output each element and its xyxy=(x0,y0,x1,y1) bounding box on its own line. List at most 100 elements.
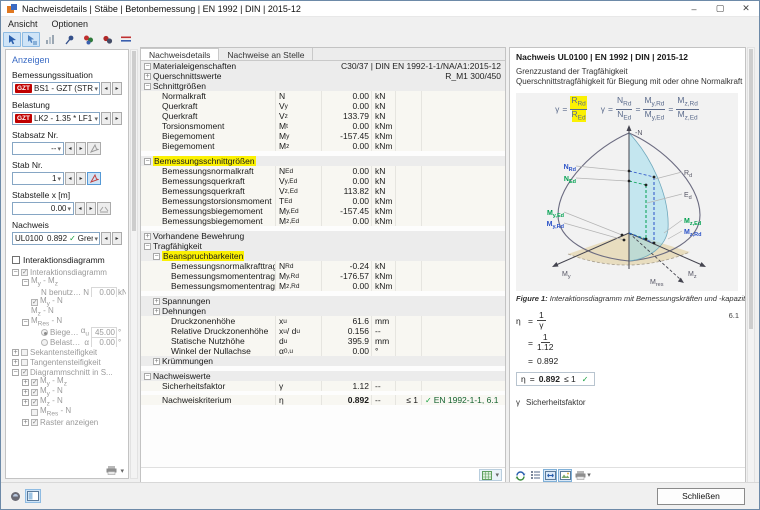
close-icon[interactable]: ✕ xyxy=(742,3,750,13)
table-row[interactable]: Bemessungsmomententragfähigkeit um z-Ach… xyxy=(141,281,505,291)
next-memberset-button[interactable]: ▸ xyxy=(76,142,86,155)
expand-icon[interactable]: − xyxy=(144,157,151,165)
prev-situation-button[interactable]: ◂ xyxy=(101,82,111,95)
tree-value-input[interactable]: 0.00 xyxy=(91,337,117,347)
table-row[interactable]: Bemessungsmomententragfähigkeit um y-Ach… xyxy=(141,271,505,281)
chart-icon[interactable] xyxy=(41,32,59,47)
checkbox-icon[interactable]: ✓ xyxy=(31,398,38,406)
minimize-button[interactable]: – xyxy=(691,3,697,14)
expand-icon[interactable]: − xyxy=(12,268,19,276)
table-group-row[interactable]: + Krümmungen xyxy=(141,356,505,366)
panel-toggle-icon[interactable] xyxy=(25,489,41,503)
layers-icon[interactable] xyxy=(117,32,135,47)
expand-icon[interactable]: − xyxy=(144,242,151,250)
table-row[interactable]: BemessungsnormalkrafttragfähigkeitNRd-0.… xyxy=(141,261,505,271)
tree-item[interactable]: ✓ My - N xyxy=(12,297,126,307)
pick-member-icon[interactable] xyxy=(87,172,101,185)
list-view-icon[interactable] xyxy=(528,469,542,482)
memberset-select[interactable]: -- ▾ xyxy=(12,142,64,155)
tree-value-input[interactable]: 0.00 xyxy=(91,287,117,297)
expand-icon[interactable]: + xyxy=(22,418,29,426)
export-excel-button[interactable]: ▾ xyxy=(479,469,502,481)
next-check-button[interactable]: ▸ xyxy=(112,232,122,245)
checkbox-icon[interactable]: ✓ xyxy=(31,378,38,386)
results-colors-icon[interactable] xyxy=(79,32,97,47)
table-row[interactable]: Statische Nutzhöhe d u 395.9 mm xyxy=(141,336,505,346)
checkbox-icon[interactable]: ✓ xyxy=(31,388,38,396)
table-row[interactable]: Bemessungsnormalkraft N Ed 0.00 kN xyxy=(141,166,505,176)
print-check-button[interactable]: ▾ xyxy=(573,469,593,482)
tree-item[interactable]: + ✓ Raster anzeigen xyxy=(12,417,126,427)
interaction-diagram-checkbox[interactable]: Interaktionsdiagramm xyxy=(12,255,122,265)
pointer-info-icon[interactable] xyxy=(22,31,40,47)
expand-icon[interactable]: − xyxy=(153,252,160,260)
expand-icon[interactable]: + xyxy=(153,357,160,365)
left-scrollbar[interactable] xyxy=(130,49,138,479)
tree-item[interactable]: − My - Mz xyxy=(12,277,126,287)
close-button[interactable]: Schließen xyxy=(657,487,745,505)
table-row[interactable]: Nachweiskriterium η 0.892 -- ≤ 1 ✓ EN 1992-1-1… xyxy=(141,395,505,405)
right-scrollbar[interactable] xyxy=(747,47,755,483)
select-arrow-icon[interactable] xyxy=(3,31,21,47)
expand-icon[interactable]: − xyxy=(12,368,19,376)
tab-nachweisdetails[interactable]: Nachweisdetails xyxy=(141,48,220,60)
expand-icon[interactable]: + xyxy=(12,348,19,356)
expand-icon[interactable]: + xyxy=(22,378,29,386)
tree-item[interactable]: Belastungswi...α0.00° xyxy=(12,337,126,347)
design-check-select[interactable]: UL0100 0.892 ✓ Grenzzustand ... ▾ xyxy=(12,232,100,245)
table-row[interactable]: Relative Druckzonenhöhe x u / d u 0.156 -- xyxy=(141,326,505,336)
tree-item[interactable]: MRes - N xyxy=(12,407,126,417)
table-row[interactable]: Druckzonenhöhe x u 61.6 mm xyxy=(141,316,505,326)
expand-icon[interactable]: + xyxy=(144,72,151,80)
checkbox-icon[interactable] xyxy=(21,348,28,356)
maximize-button[interactable]: ▢ xyxy=(715,3,725,13)
next-location-button[interactable]: ▸ xyxy=(86,202,96,215)
expand-icon[interactable]: − xyxy=(144,62,151,70)
member-select[interactable]: 1 ▾ xyxy=(12,172,64,185)
color-scale-icon[interactable] xyxy=(7,489,23,503)
menu-optionen[interactable]: Optionen xyxy=(51,19,89,29)
table-group-row[interactable]: + Querschnittswerte R_M1 300/450 xyxy=(141,71,505,81)
tab-nachweise-an-stelle[interactable]: Nachweise an Stelle xyxy=(219,48,314,60)
next-load-button[interactable]: ▸ xyxy=(112,112,122,125)
reinforcement-icon[interactable] xyxy=(98,32,116,47)
tree-item[interactable]: + ✓ My - N xyxy=(12,387,126,397)
tree-item[interactable]: Mz - N xyxy=(12,307,126,317)
table-row[interactable]: Normalkraft N 0.00 kN xyxy=(141,91,505,101)
table-group-row[interactable]: + Dehnungen xyxy=(141,306,505,316)
table-row[interactable]: Bemessungstorsionsmoment T Ed 0.00 kNm xyxy=(141,196,505,206)
table-group-row[interactable]: − Schnittgrößen xyxy=(141,81,505,91)
expand-icon[interactable]: + xyxy=(22,388,29,396)
prev-memberset-button[interactable]: ◂ xyxy=(65,142,75,155)
table-row[interactable]: Winkel der Nullachse α 0,u 0.00 ° xyxy=(141,346,505,356)
prev-location-button[interactable]: ◂ xyxy=(75,202,85,215)
tree-item[interactable]: + Sekantensteifigkeit xyxy=(12,347,126,357)
checkbox-icon[interactable]: ✓ xyxy=(21,268,28,276)
checkbox-icon[interactable] xyxy=(21,358,28,366)
tree-item[interactable]: + ✓ Mz - N xyxy=(12,397,126,407)
extreme-location-icon[interactable] xyxy=(97,202,111,215)
menu-ansicht[interactable]: Ansicht xyxy=(8,19,38,29)
table-group-row[interactable]: − Materialeigenschaften C30/37 | DIN EN 19… xyxy=(141,61,505,71)
radio-icon[interactable] xyxy=(41,338,48,346)
pick-memberset-icon[interactable] xyxy=(87,142,101,155)
load-select[interactable]: GZT LK2 - 1.35 * LF1 + 1.35 * LF2 + 1...… xyxy=(12,112,100,125)
fit-width-icon[interactable] xyxy=(543,468,557,482)
show-figures-icon[interactable] xyxy=(558,468,572,482)
tree-item[interactable]: − ✓ Diagrammschnitt in S... xyxy=(12,367,126,377)
left-print-button[interactable]: ▾ xyxy=(106,466,124,475)
expand-icon[interactable]: − xyxy=(22,278,29,286)
expand-icon[interactable]: + xyxy=(22,398,29,406)
table-group-row[interactable]: − Nachweiswerte xyxy=(141,371,505,381)
checkbox-icon[interactable] xyxy=(31,408,38,416)
table-group-row[interactable]: + Vorhandene Bewehrung xyxy=(141,231,505,241)
